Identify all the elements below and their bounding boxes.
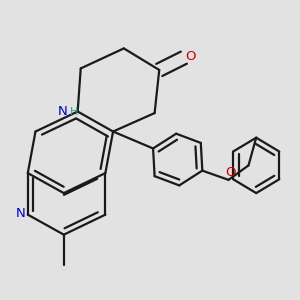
Text: N: N [58,105,68,118]
Text: N: N [16,207,26,220]
Text: H: H [70,106,78,116]
Text: O: O [225,166,235,179]
Text: O: O [185,50,196,63]
